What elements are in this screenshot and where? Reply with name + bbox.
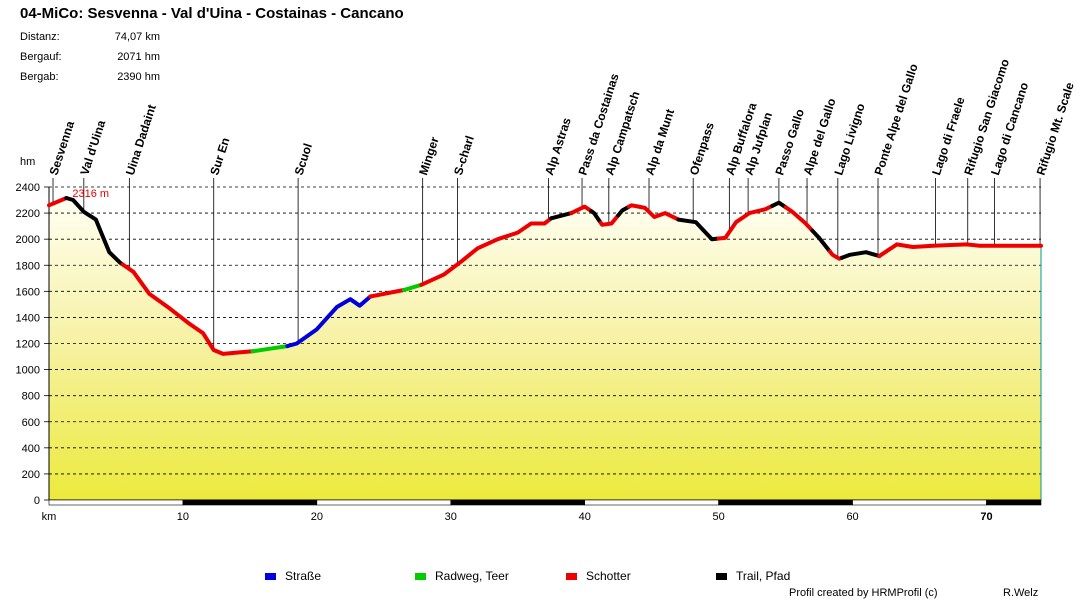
profile-segment-18-trail-pfad xyxy=(810,228,832,254)
legend-item-trail: Trail, Pfad xyxy=(716,569,790,583)
profile-segment-1-trail-pfad xyxy=(64,196,125,267)
legend-swatch-trail xyxy=(716,572,727,580)
waypoint-label-minger: Minger xyxy=(416,135,442,177)
profile-segment-15-schotter xyxy=(716,203,775,241)
x-tick-label-60: 60 xyxy=(846,511,858,523)
waypoint-label-uina-dadaint: Uina Dadaint xyxy=(123,103,159,177)
credit-text: Profil created by HRMProfil (c) xyxy=(789,587,938,599)
km-scale-segment-0 xyxy=(48,499,184,506)
waypoint-label-ofenpass: Ofenpass xyxy=(687,120,717,177)
km-scale-segment-4 xyxy=(584,499,719,506)
profile-segment-20-trail-pfad xyxy=(839,250,882,260)
y-tick-label-1000: 1000 xyxy=(16,365,40,377)
y-tick-label-800: 800 xyxy=(22,391,40,403)
profile-segment-16-trail-pfad xyxy=(770,200,788,210)
chart-title: 04-MiCo: Sesvenna - Val d'Uina - Costain… xyxy=(20,5,404,22)
x-axis-label: km xyxy=(42,511,57,523)
km-scale-segment-2 xyxy=(316,499,452,506)
y-tick-label-2000: 2000 xyxy=(16,234,40,246)
profile-area xyxy=(49,198,1041,500)
x-tick-label-50: 50 xyxy=(713,511,725,523)
x-tick-label-40: 40 xyxy=(579,511,591,523)
profile-segment-12-trail-pfad xyxy=(616,204,631,218)
profile-segment-13-schotter xyxy=(626,203,681,222)
stat-label-ascent: Bergauf: xyxy=(20,51,62,63)
waypoint-label-scuol: Scuol xyxy=(292,142,315,177)
profile-segment-14-trail-pfad xyxy=(676,217,721,242)
profile-segment-7-schotter xyxy=(419,216,554,287)
y-tick-label-2200: 2200 xyxy=(16,208,40,220)
stat-label-distance: Distanz: xyxy=(20,31,60,43)
x-tick-label-30: 30 xyxy=(445,511,457,523)
km-scale-segment-6 xyxy=(852,499,987,506)
waypoint-label-alp-astras: Alp Astras xyxy=(542,116,574,177)
y-axis-label: hm xyxy=(20,156,35,168)
stat-label-descent: Bergab: xyxy=(20,71,59,83)
waypoint-label-ponte-alpe-del-gallo: Ponte Alpe del Gallo xyxy=(872,62,921,177)
legend-item-bike-path: Radweg, Teer xyxy=(415,569,509,583)
profile-segment-17-schotter xyxy=(783,205,815,233)
legend-swatch-bike-path xyxy=(415,572,426,580)
profile-segment-10-trail-pfad xyxy=(589,209,603,225)
km-scale-segment-1 xyxy=(182,499,318,506)
y-tick-label-1600: 1600 xyxy=(16,286,40,298)
max-elevation-label: 2316 m xyxy=(72,188,109,200)
profile-segment-2-schotter xyxy=(120,262,255,356)
y-tick-label-1800: 1800 xyxy=(16,260,40,272)
waypoint-label-sesvenna: Sesvenna xyxy=(47,119,78,177)
profile-segment-6-radweg-teer xyxy=(401,282,424,292)
legend-label-gravel: Schotter xyxy=(586,569,631,583)
waypoint-label-sur-en: Sur En xyxy=(207,136,232,177)
x-tick-label-10: 10 xyxy=(177,511,189,523)
waypoint-label-lago-livigno: Lago Livigno xyxy=(831,102,867,177)
legend-swatch-gravel xyxy=(566,572,577,580)
legend-swatch-road xyxy=(265,572,276,580)
y-tick-label-1200: 1200 xyxy=(16,339,40,351)
y-tick-label-600: 600 xyxy=(22,417,40,429)
profile-segment-21-schotter xyxy=(877,242,1043,259)
km-scale-segment-5 xyxy=(718,499,853,506)
waypoint-label-lago-di-fraele: Lago di Fraele xyxy=(929,95,968,177)
legend-label-road: Straße xyxy=(285,569,322,583)
profile-segment-8-trail-pfad xyxy=(549,211,574,221)
km-scale-segment-3 xyxy=(450,499,586,506)
waypoint-label-alp-da-munt: Alp da Munt xyxy=(643,107,678,177)
profile-segment-3-radweg-teer xyxy=(250,344,290,354)
author-text: R.Welz xyxy=(1003,587,1039,599)
waypoint-label-val-d-uina: Val d'Uina xyxy=(77,118,108,177)
x-tick-label-70: 70 xyxy=(980,511,992,523)
y-tick-label-2400: 2400 xyxy=(16,182,40,194)
profile-segment-9-schotter xyxy=(569,204,594,216)
stat-value-ascent: 2071 hm xyxy=(117,51,160,63)
waypoint-label-s-charl: S-charl xyxy=(451,134,477,177)
profile-segment-0-schotter xyxy=(47,196,69,208)
legend-item-road: Straße xyxy=(265,569,321,583)
waypoint-label-rifugio-mt-scale: Rifugio Mt. Scale xyxy=(1034,80,1077,177)
y-tick-label-400: 400 xyxy=(22,443,40,455)
legend-item-gravel: Schotter xyxy=(566,569,631,583)
y-tick-label-1400: 1400 xyxy=(16,312,40,324)
legend-label-trail: Trail, Pfad xyxy=(736,569,791,583)
y-tick-label-0: 0 xyxy=(34,495,40,507)
x-tick-label-20: 20 xyxy=(311,511,323,523)
stat-value-distance: 74,07 km xyxy=(114,31,160,43)
profile-segment-4-stra-e xyxy=(285,294,373,349)
profile-segment-11-schotter xyxy=(598,213,621,227)
km-scale-segment-7 xyxy=(986,499,1042,506)
profile-segment-5-schotter xyxy=(368,288,406,299)
y-tick-label-200: 200 xyxy=(22,469,40,481)
stat-value-descent: 2390 hm xyxy=(117,71,160,83)
legend-label-bike-path: Radweg, Teer xyxy=(435,569,509,583)
